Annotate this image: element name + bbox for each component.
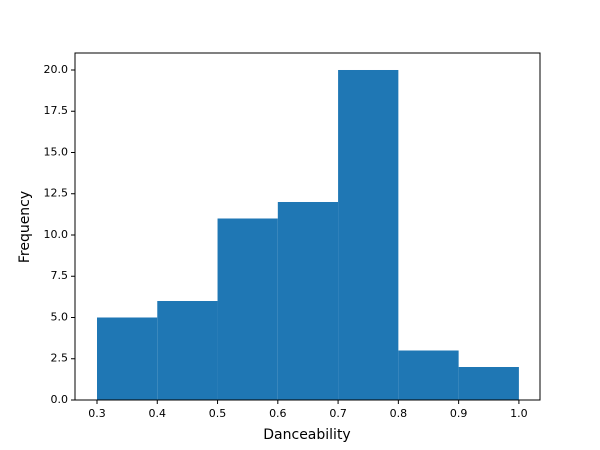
bar [277,201,339,400]
y-tick-label: 0.0 [51,393,69,406]
y-tick-label: 17.5 [44,104,69,117]
x-tick-label: 1.0 [510,407,528,420]
y-tick-label: 12.5 [44,187,69,200]
bar [157,300,218,400]
bar [338,69,399,401]
y-axis-title: Frequency [17,191,33,263]
x-axis-title: Danceability [263,427,350,443]
plot-frame [74,52,541,401]
x-tick-label: 0.7 [329,407,347,420]
x-tick-label: 0.8 [390,407,408,420]
x-tick-label: 0.3 [88,407,106,420]
x-tick-label: 0.4 [149,407,167,420]
y-tick-label: 15.0 [44,145,69,158]
bar [458,366,519,400]
x-tick-label: 0.9 [450,407,468,420]
x-tick-label: 0.5 [209,407,227,420]
bar [398,350,459,400]
bar [217,218,278,400]
y-tick-label: 5.0 [51,310,69,323]
x-tick-label: 0.6 [269,407,287,420]
y-tick-label: 10.0 [44,228,69,241]
y-tick-label: 7.5 [51,269,69,282]
y-tick-label: 2.5 [51,352,69,365]
y-tick-label: 20.0 [44,63,69,76]
bar [96,317,158,400]
